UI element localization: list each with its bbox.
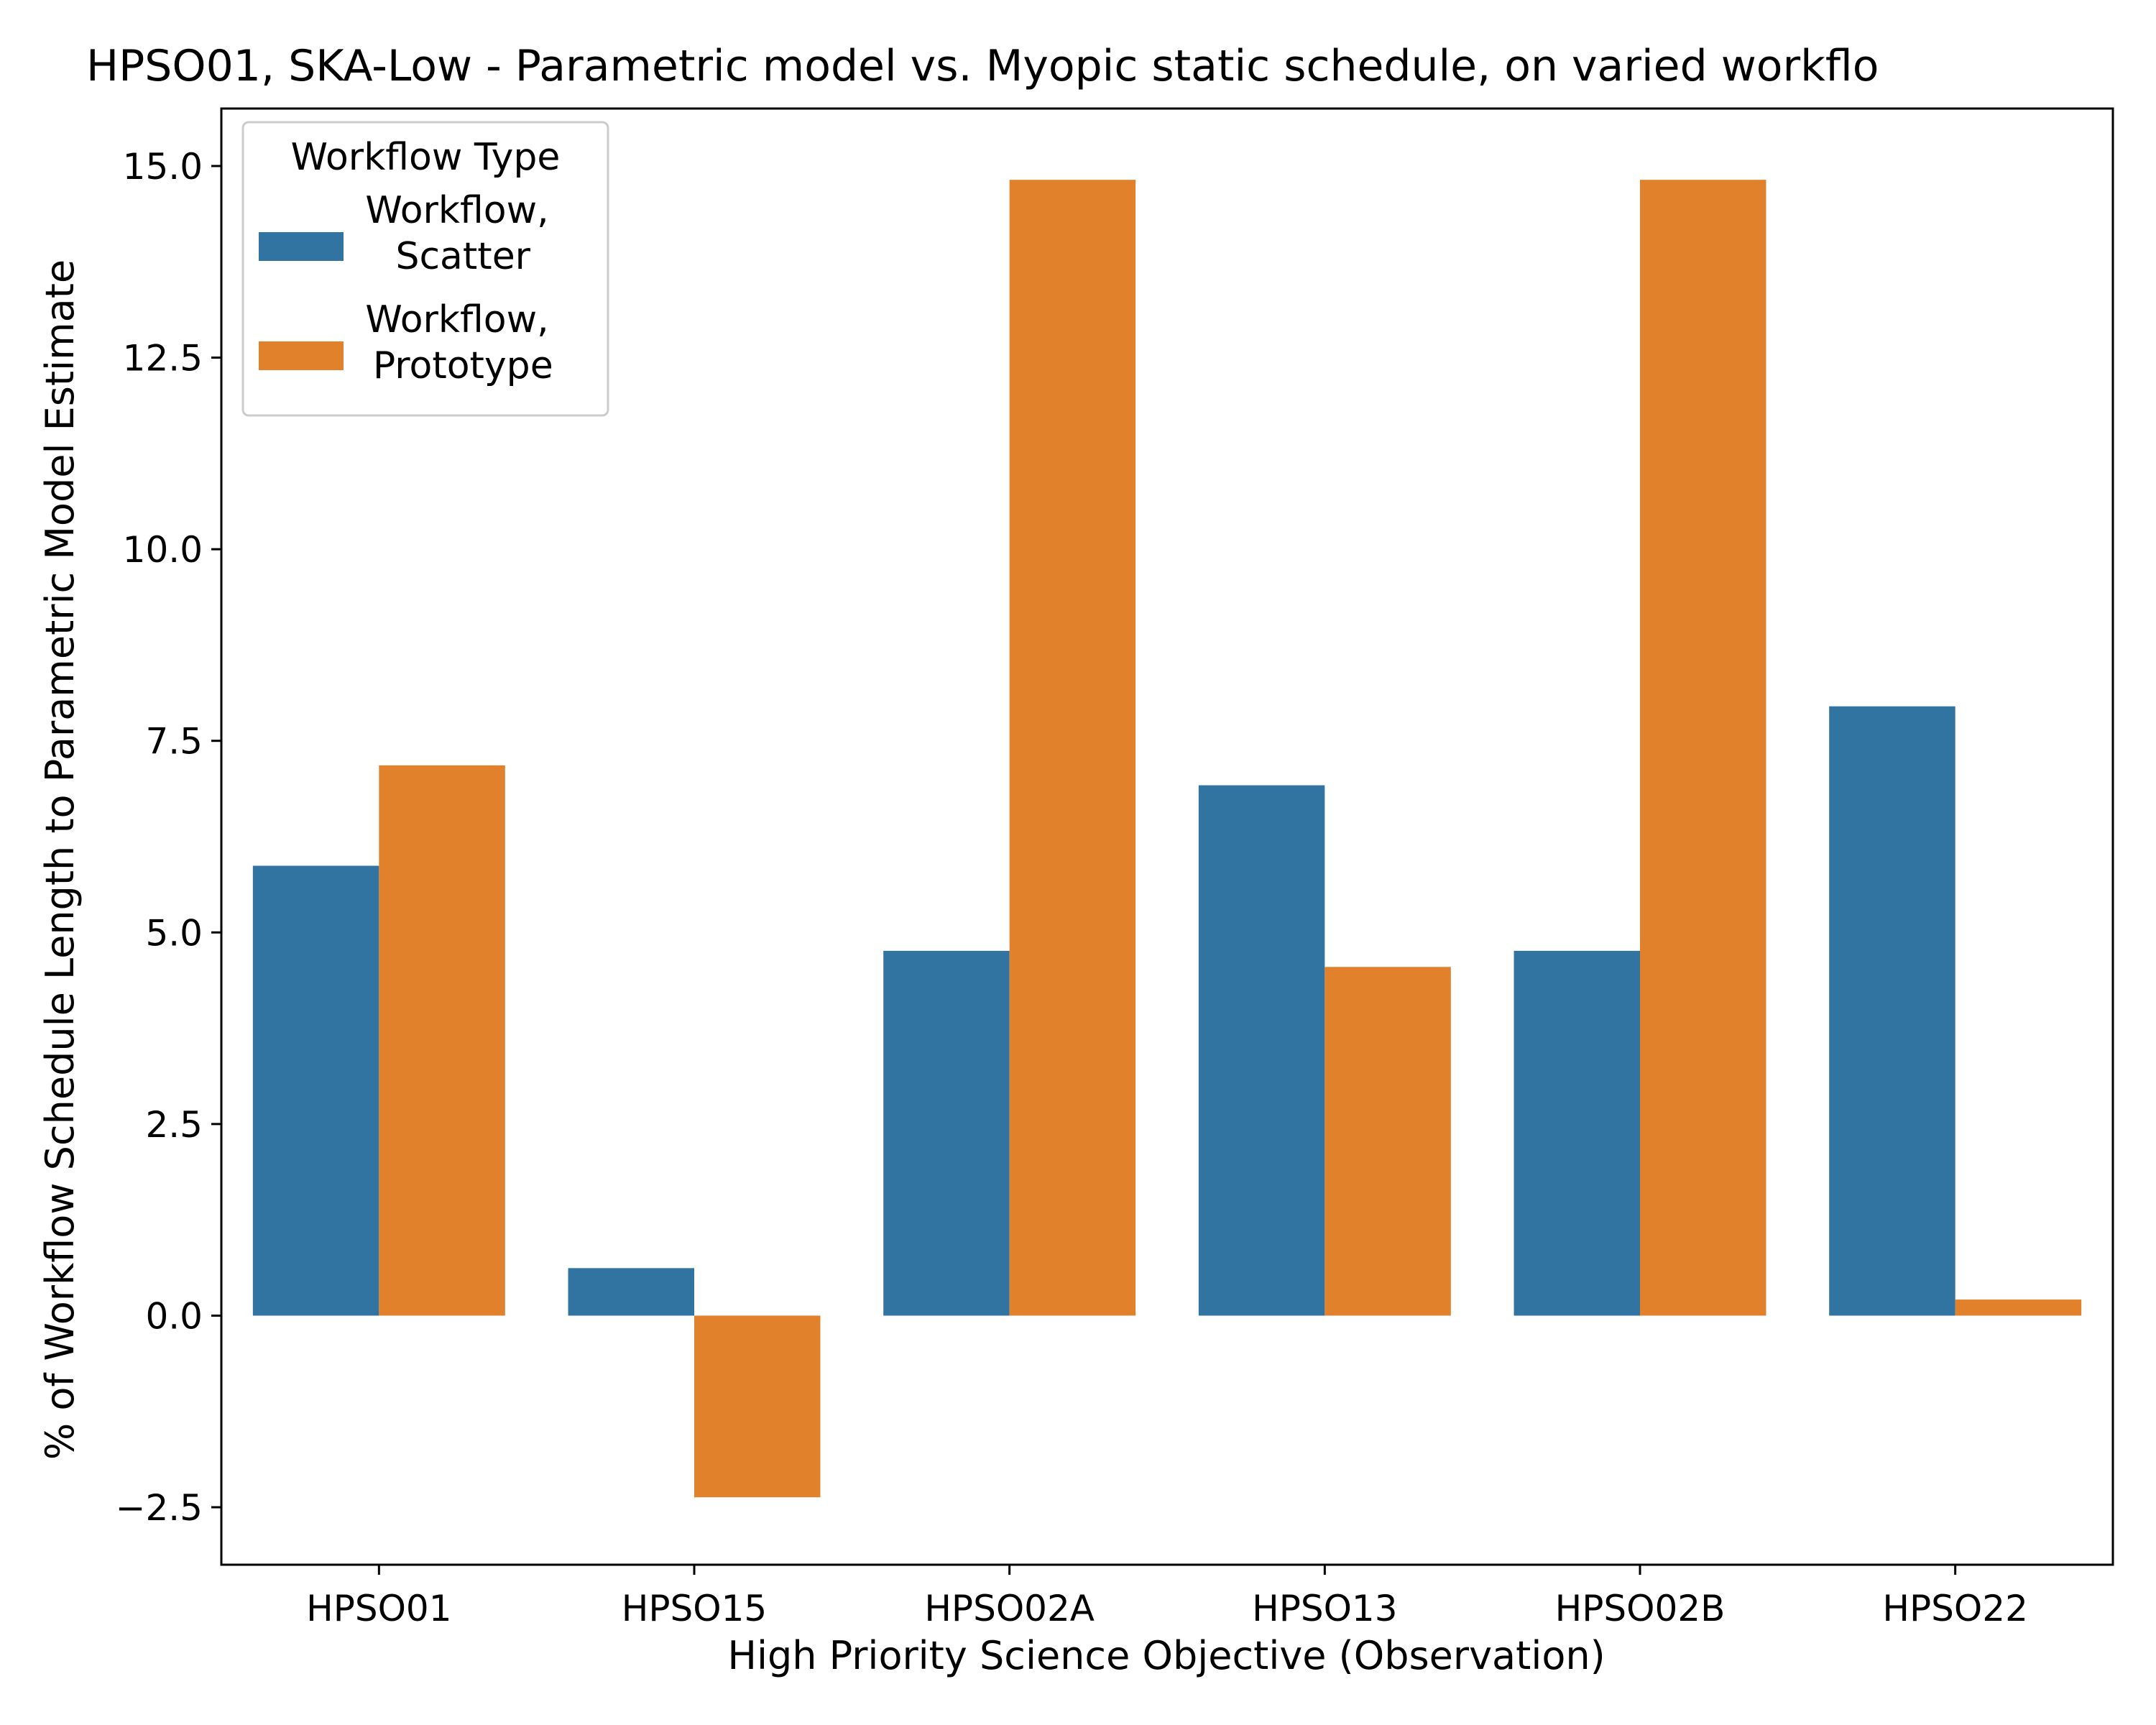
legend-label: Workflow, Prototype — [361, 298, 553, 387]
legend-swatch — [259, 232, 344, 261]
x-tick-label: HPSO22 — [1882, 1588, 2027, 1629]
x-tick-label: HPSO02A — [924, 1588, 1095, 1629]
legend: Workflow Type Workflow, ScatterWorkflow,… — [241, 121, 609, 417]
x-axis-label: High Priority Science Objective (Observa… — [727, 1633, 1605, 1678]
legend-label-line: Workflow, — [365, 189, 548, 232]
plot-frame — [220, 107, 2114, 1566]
legend-label-line: Scatter — [384, 235, 531, 278]
y-tick-label: −2.5 — [116, 1487, 203, 1529]
legend-label-line: Prototype — [361, 344, 553, 387]
y-tick-label: 15.0 — [123, 146, 203, 188]
y-tick-label: 2.5 — [145, 1104, 203, 1146]
bar-scatter-hpso02a — [883, 950, 1010, 1316]
x-tick-label: HPSO13 — [1252, 1588, 1397, 1629]
x-tick-label: HPSO01 — [306, 1588, 451, 1629]
bar-scatter-hpso02b — [1514, 950, 1640, 1316]
y-tick-label: 5.0 — [145, 912, 203, 954]
x-axis-ticks: HPSO01 HPSO15 HPSO02A HPSO13 HPSO02B HPSO22 — [306, 1565, 2028, 1629]
bar-prototype-hpso01 — [379, 765, 505, 1316]
y-tick-label: 10.0 — [123, 529, 203, 571]
bar-prototype-hpso15 — [694, 1315, 821, 1498]
y-axis-label: % of Workflow Schedule Length to Paramet… — [37, 259, 83, 1460]
y-tick-label: 12.5 — [123, 338, 203, 380]
bar-prototype-hpso22 — [1955, 1300, 2082, 1316]
y-axis-ticks: −2.5 0.0 2.5 5.0 7.5 10.0 12.5 15.0 — [116, 146, 221, 1529]
bar-prototype-hpso02a — [1009, 180, 1136, 1316]
bar-scatter-hpso01 — [252, 865, 379, 1316]
legend-label: Workflow, Scatter — [365, 189, 548, 278]
legend-title: Workflow Type — [291, 136, 561, 179]
bar-scatter-hpso13 — [1198, 785, 1325, 1316]
legend-swatch — [259, 341, 344, 370]
bar-scatter-hpso15 — [568, 1268, 694, 1316]
bar-prototype-hpso02b — [1640, 180, 1766, 1316]
x-tick-label: HPSO15 — [622, 1588, 767, 1629]
y-tick-label: 0.0 — [145, 1295, 203, 1337]
bar-scatter-hpso22 — [1829, 706, 1955, 1316]
x-tick-label: HPSO02B — [1555, 1588, 1726, 1629]
bar-prototype-hpso13 — [1325, 967, 1451, 1316]
bars-layer — [252, 180, 2082, 1498]
y-tick-label: 7.5 — [145, 721, 203, 763]
legend-label-line: Workflow, — [365, 298, 548, 341]
chart-title: HPSO01, SKA-Low - Parametric model vs. M… — [86, 41, 1879, 91]
